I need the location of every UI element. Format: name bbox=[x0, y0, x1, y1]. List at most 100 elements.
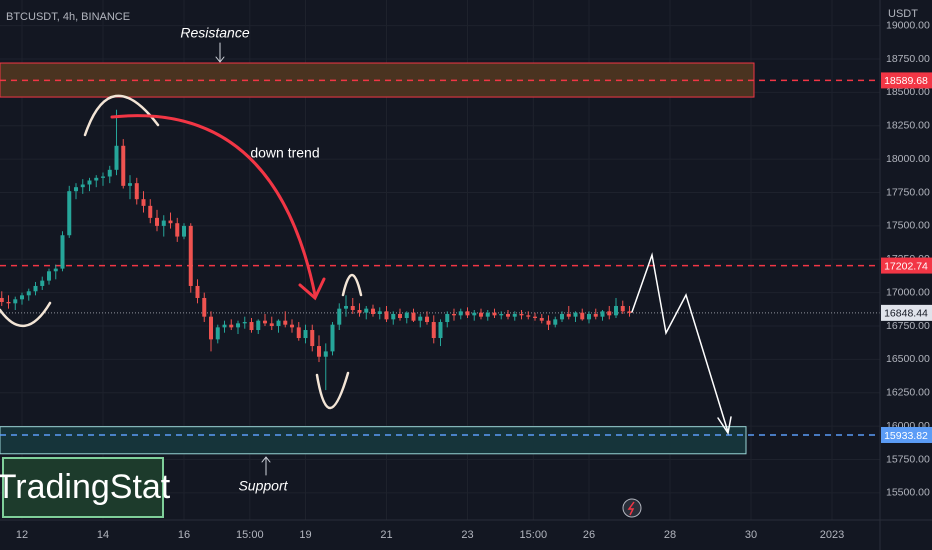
candle-body bbox=[256, 320, 261, 331]
support-label: Support bbox=[238, 478, 288, 494]
candle-body bbox=[607, 311, 612, 316]
candle-body bbox=[492, 312, 497, 316]
y-tick-label: 17500.00 bbox=[886, 220, 930, 232]
candle-body bbox=[580, 312, 585, 320]
resistance-label: Resistance bbox=[180, 25, 249, 41]
candle-body bbox=[195, 285, 200, 298]
level-label: 15933.82 bbox=[884, 430, 928, 442]
x-tick-label: 15:00 bbox=[520, 529, 548, 541]
candle-body bbox=[519, 314, 524, 316]
candle-body bbox=[566, 314, 571, 317]
candle-body bbox=[148, 205, 153, 218]
candle-body bbox=[249, 322, 254, 331]
candle-body bbox=[587, 314, 592, 320]
candle-body bbox=[67, 191, 72, 236]
candle-body bbox=[573, 312, 578, 317]
trend-arrow bbox=[110, 114, 317, 297]
candle-body bbox=[533, 316, 538, 319]
y-tick-label: 15750.00 bbox=[886, 453, 930, 465]
level-tag bbox=[881, 426, 932, 443]
candle-body bbox=[229, 324, 234, 328]
candle-body bbox=[472, 312, 477, 316]
hand-curve bbox=[315, 371, 350, 410]
projection-head bbox=[717, 416, 732, 435]
candle-body bbox=[364, 308, 369, 313]
x-tick-label: 16 bbox=[178, 529, 190, 541]
candle-body bbox=[404, 312, 409, 319]
candle-body bbox=[290, 324, 295, 328]
level-tag bbox=[881, 304, 932, 321]
candle-body bbox=[276, 320, 281, 327]
candle-body bbox=[357, 309, 362, 313]
candle-body bbox=[60, 235, 65, 269]
x-tick-label: 14 bbox=[97, 529, 109, 541]
candle-body bbox=[182, 225, 187, 237]
event-bolt bbox=[627, 501, 635, 516]
candle-body bbox=[485, 312, 490, 317]
candle-body bbox=[377, 311, 382, 315]
candle-body bbox=[506, 314, 511, 317]
candle-body bbox=[600, 311, 605, 317]
y-tick-label: 17750.00 bbox=[886, 186, 930, 198]
candle-body bbox=[614, 305, 619, 316]
candle-body bbox=[209, 316, 214, 340]
x-tick-label: 12 bbox=[16, 529, 28, 541]
candle-body bbox=[458, 311, 463, 316]
candle-body bbox=[13, 299, 18, 304]
candle-body bbox=[107, 169, 112, 177]
candle-body bbox=[371, 308, 376, 315]
level-label: 18589.68 bbox=[884, 75, 928, 87]
candle-body bbox=[560, 314, 565, 320]
candle-body bbox=[526, 315, 531, 317]
candles bbox=[0, 109, 632, 391]
hand-curve bbox=[341, 273, 363, 297]
candle-body bbox=[128, 183, 133, 186]
x-tick-label: 23 bbox=[461, 529, 473, 541]
candle-body bbox=[303, 330, 308, 339]
y-tick-label: 16500.00 bbox=[886, 353, 930, 365]
candle-body bbox=[499, 314, 504, 316]
candle-body bbox=[263, 320, 268, 324]
event-icon[interactable] bbox=[622, 498, 642, 518]
hand-curve bbox=[83, 94, 160, 137]
drawings bbox=[0, 42, 732, 476]
y-tick-label: 18250.00 bbox=[886, 120, 930, 132]
candle-body bbox=[47, 271, 52, 281]
candle-body bbox=[310, 330, 315, 347]
candle-body bbox=[593, 314, 598, 317]
candle-body bbox=[94, 177, 99, 181]
axis-labels: 15500.0015750.0016000.0016250.0016500.00… bbox=[16, 19, 932, 541]
x-tick-label: 28 bbox=[664, 529, 676, 541]
candle-body bbox=[242, 322, 247, 324]
candle-body bbox=[283, 320, 288, 325]
y-tick-label: 18000.00 bbox=[886, 153, 930, 165]
candle-body bbox=[425, 316, 430, 323]
logo: TradingStat bbox=[0, 468, 171, 506]
candle-body bbox=[269, 323, 274, 327]
x-tick-label: 19 bbox=[299, 529, 311, 541]
candle-body bbox=[74, 187, 79, 192]
candle-body bbox=[296, 327, 301, 339]
candle-body bbox=[236, 323, 241, 328]
x-tick-label: 21 bbox=[380, 529, 392, 541]
candle-body bbox=[337, 308, 342, 325]
trend-label: down trend bbox=[250, 145, 319, 161]
projection bbox=[631, 252, 729, 433]
candle-body bbox=[175, 223, 180, 237]
candle-body bbox=[33, 285, 38, 292]
y-tick-label: 16250.00 bbox=[886, 387, 930, 399]
candle-body bbox=[202, 297, 207, 317]
candle-body bbox=[134, 183, 139, 200]
candle-body bbox=[26, 291, 31, 296]
candle-body bbox=[620, 305, 625, 312]
candle-body bbox=[53, 268, 58, 272]
candle-body bbox=[627, 311, 632, 313]
y-tick-label: 16750.00 bbox=[886, 320, 930, 332]
candle-body bbox=[465, 311, 470, 316]
candle-body bbox=[431, 322, 436, 339]
hand-curve bbox=[0, 301, 52, 328]
y-tick-label: 19000.00 bbox=[886, 19, 930, 31]
candle-body bbox=[479, 312, 484, 317]
candle-body bbox=[350, 305, 355, 310]
y-tick-label: 15500.00 bbox=[886, 487, 930, 499]
